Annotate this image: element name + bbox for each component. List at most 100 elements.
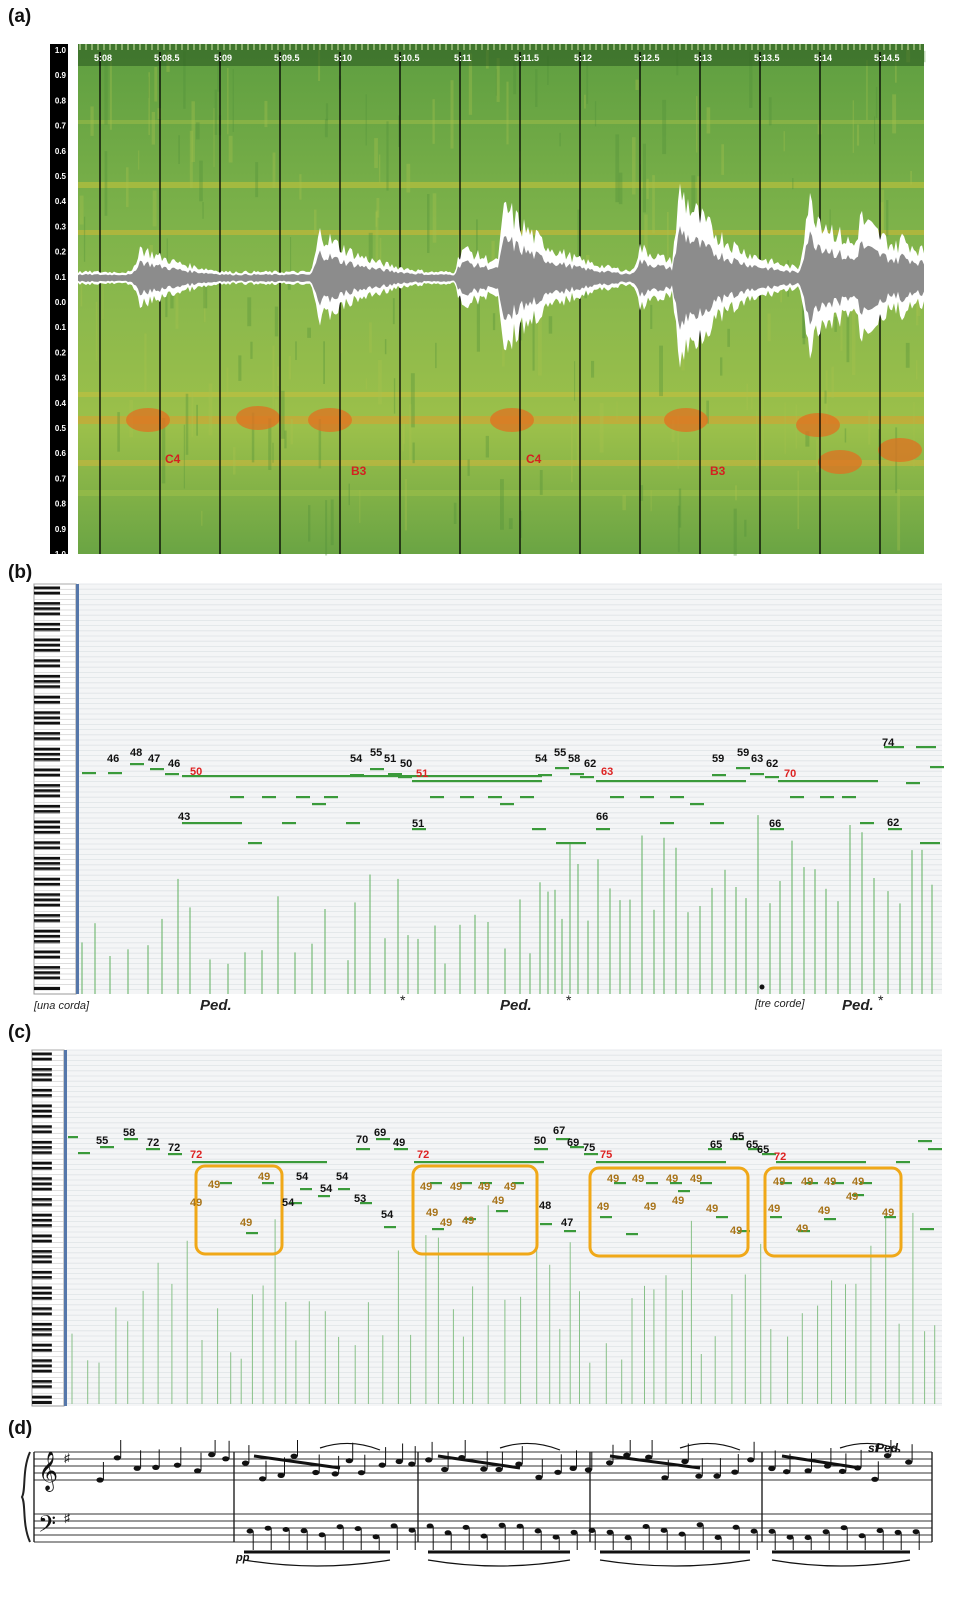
note-head	[282, 1527, 290, 1532]
note-head	[804, 1535, 812, 1541]
note-head	[840, 1525, 848, 1531]
note-head	[606, 1460, 614, 1466]
note-bar	[430, 796, 444, 799]
texture-streak	[325, 103, 329, 121]
note-bar	[300, 1188, 312, 1191]
note-number: 51	[416, 768, 428, 780]
black-key	[32, 1166, 52, 1171]
note-bar	[412, 780, 542, 783]
texture-streak	[79, 195, 84, 225]
texture-streak	[868, 410, 871, 445]
note-bar	[798, 1230, 810, 1233]
texture-streak	[500, 479, 504, 530]
time-label: 5:14.5	[874, 53, 900, 63]
texture-streak	[476, 301, 480, 352]
note-head	[259, 1476, 267, 1482]
black-key	[34, 711, 61, 715]
black-key	[34, 732, 61, 736]
texture-streak	[324, 118, 328, 138]
note-number: 62	[887, 817, 899, 829]
texture-streak	[161, 417, 166, 484]
note-bar	[670, 1182, 682, 1185]
black-key	[34, 721, 61, 725]
note-head	[441, 1466, 449, 1473]
black-key	[32, 1296, 52, 1301]
texture-streak	[166, 238, 168, 262]
texture-streak	[386, 121, 389, 191]
black-key	[32, 1369, 52, 1373]
texture-streak	[191, 101, 195, 162]
texture-streak	[369, 322, 372, 353]
texture-streak	[746, 383, 748, 411]
texture-streak	[875, 86, 878, 119]
highlight-box	[763, 1166, 903, 1258]
note-head	[606, 1529, 614, 1535]
note-number: 47	[561, 1217, 573, 1229]
note-bar	[778, 780, 878, 783]
note-number: 65	[746, 1139, 758, 1151]
texture-streak	[402, 425, 404, 452]
black-key	[32, 1140, 52, 1145]
note-number: 54	[320, 1183, 333, 1195]
treble-clef: 𝄞	[38, 1452, 58, 1492]
note-bar	[670, 796, 684, 799]
texture-streak	[95, 301, 98, 362]
note-number: 50	[400, 758, 412, 770]
note-bar	[338, 1188, 350, 1191]
texture-streak	[762, 398, 764, 465]
note-number: 66	[596, 811, 608, 823]
black-key	[34, 898, 61, 902]
note-bar	[520, 796, 534, 799]
texture-streak	[126, 167, 129, 208]
note-bar	[296, 796, 310, 799]
note-bar	[460, 796, 474, 799]
slur	[839, 1442, 901, 1451]
note-head	[277, 1472, 285, 1478]
texture-streak	[251, 412, 255, 463]
texture-streak	[325, 500, 328, 556]
note-head	[731, 1469, 739, 1475]
texture-streak	[825, 370, 828, 424]
note-number: 46	[107, 753, 119, 765]
texture-streak	[255, 162, 259, 198]
black-key	[34, 825, 61, 829]
note-head	[425, 1457, 433, 1463]
texture-streak	[577, 209, 580, 258]
note-head	[246, 1528, 254, 1534]
note-head	[318, 1532, 326, 1538]
y-tick-label: 0.2	[55, 248, 67, 257]
texture-streak	[797, 470, 800, 530]
note-number: 62	[766, 758, 778, 770]
note-labels: C4 B3 C4 B3	[165, 452, 726, 478]
texture-streak	[202, 202, 204, 219]
texture-streak	[189, 130, 193, 189]
texture-streak	[378, 154, 381, 183]
note-bar	[614, 1182, 626, 1185]
note-head	[732, 1524, 740, 1530]
texture-streak	[476, 219, 478, 255]
texture-streak	[802, 297, 806, 339]
black-key	[32, 1364, 52, 1368]
black-key	[34, 607, 61, 611]
texture-streak	[409, 404, 412, 462]
slur	[599, 1559, 751, 1567]
velocity-lanes	[71, 1205, 936, 1404]
note-bar	[540, 1223, 552, 1226]
note-bar	[165, 773, 179, 776]
y-tick-label: 0.9	[55, 525, 67, 534]
beam	[609, 1454, 701, 1470]
texture-streak	[829, 209, 831, 235]
texture-streak	[450, 80, 454, 149]
note-head	[750, 1528, 758, 1534]
black-key	[32, 1400, 52, 1405]
note-number: 69	[374, 1127, 386, 1139]
note-number: 62	[584, 758, 596, 770]
y-tick-label: 0.8	[55, 500, 67, 509]
y-tick-label: 0.8	[55, 96, 67, 105]
note-number: 49	[852, 1176, 864, 1188]
note-head	[645, 1454, 653, 1460]
note-head	[747, 1457, 755, 1463]
texture-streak	[183, 424, 185, 489]
texture-streak	[780, 284, 782, 303]
panel-d-label: (d)	[8, 1418, 33, 1439]
